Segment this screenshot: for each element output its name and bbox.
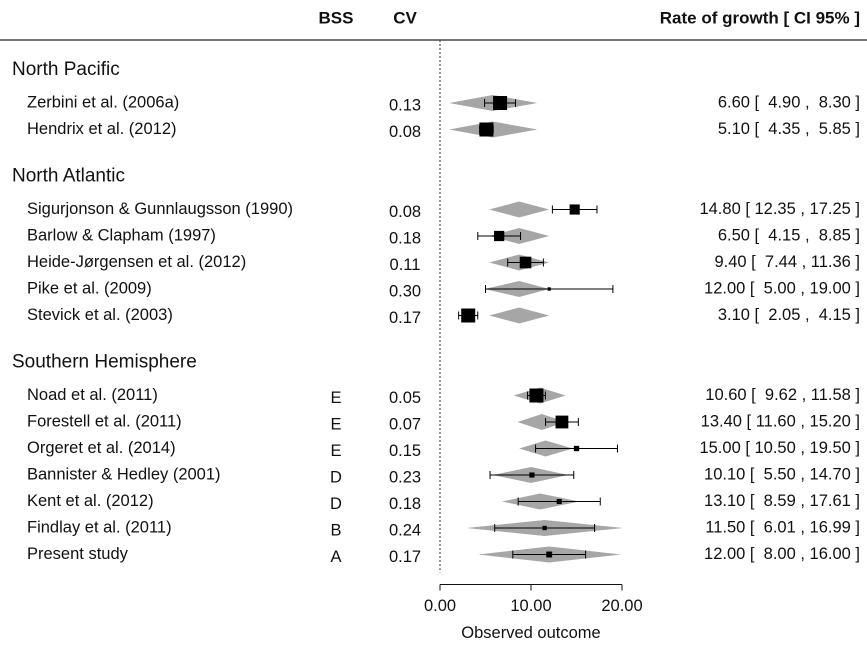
cv: 0.08 [389,123,421,141]
x-tick-label: 20.00 [601,597,642,615]
bss: E [330,389,341,407]
x-axis-label: Observed outcome [461,624,600,642]
cv: 0.07 [389,415,421,433]
cv: 0.08 [389,203,421,221]
diamond [517,414,566,430]
x-tick-label: 0.00 [424,597,456,615]
rate: 3.10 [ 2.05 , 4.15 ] [718,306,860,324]
rate: 10.60 [ 9.62 , 11.58 ] [705,386,860,404]
bss: D [330,495,342,513]
cv: 0.30 [389,282,421,300]
study-name: Sigurjonson & Gunnlaugsson (1990) [27,200,293,218]
rate: 13.10 [ 8.59 , 17.61 ] [704,492,860,510]
estimate-marker [479,122,494,137]
rate: 12.00 [ 8.00 , 16.00 ] [704,545,860,563]
group-label: North Pacific [12,59,120,80]
estimate-marker [573,445,580,452]
bss: A [330,548,341,566]
group-label: Southern Hemisphere [12,352,197,373]
estimate-marker [569,204,580,215]
cv: 0.24 [389,521,421,539]
bss: B [330,521,341,539]
header-bss: BSS [319,8,354,27]
bss: E [330,415,341,433]
rate: 6.60 [ 4.90 , 8.30 ] [718,93,860,111]
study-name: Noad et al. (2011) [27,386,158,404]
rate: 14.80 [ 12.35 , 17.25 ] [699,200,860,218]
rate: 5.10 [ 4.35 , 5.85 ] [718,120,860,138]
estimate-marker [547,287,551,291]
rate: 12.00 [ 5.00 , 19.00 ] [704,279,860,297]
cv: 0.18 [389,229,421,247]
rate: 6.50 [ 4.15 , 8.85 ] [718,226,860,244]
cv: 0.11 [390,256,421,274]
study-name: Orgeret et al. (2014) [27,439,176,457]
study-name: Findlay et al. (2011) [27,518,172,536]
estimate-marker [461,308,476,323]
study-name: Present study [27,545,129,563]
header-rate: Rate of growth [ CI 95% ] [660,8,860,27]
estimate-marker [542,525,547,531]
bss: D [330,468,342,486]
study-name: Stevick et al. (2003) [27,306,173,324]
estimate-marker [493,96,508,110]
study-name: Forestell et al. (2011) [27,412,182,430]
rate: 11.50 [ 6.01 , 16.99 ] [705,518,860,536]
cv: 0.23 [389,468,421,486]
header-cv: CV [393,8,417,27]
study-name: Pike et al. (2009) [27,279,152,297]
estimate-marker [519,256,532,269]
estimate-marker [555,415,569,429]
rate: 9.40 [ 7.44 , 11.36 ] [714,253,860,271]
bss: E [330,442,341,460]
x-tick-label: 10.00 [510,597,551,615]
cv: 0.05 [389,389,421,407]
study-name: Barlow & Clapham (1997) [27,226,216,244]
cv: 0.17 [389,309,421,327]
estimate-marker [529,472,535,478]
estimate-marker [529,388,544,403]
study-name: Zerbini et al. (2006a) [27,93,179,111]
study-name: Kent et al. (2012) [27,492,154,510]
diamond [489,201,550,218]
estimate-marker [494,230,505,242]
cv: 0.17 [389,548,421,566]
diamond [489,307,550,324]
study-name: Hendrix et al. (2012) [27,120,177,138]
estimate-marker [556,498,562,505]
cv: 0.15 [389,442,421,460]
rate: 15.00 [ 10.50 , 19.50 ] [699,439,860,457]
estimate-marker [546,551,553,558]
cv: 0.18 [389,495,421,513]
cv: 0.13 [389,96,421,114]
study-name: Bannister & Hedley (2001) [27,465,221,483]
study-name: Heide-Jørgensen et al. (2012) [27,253,246,271]
group-label: North Atlantic [12,166,125,187]
rate: 10.10 [ 5.50 , 14.70 ] [704,465,860,483]
rate: 13.40 [ 11.60 , 15.20 ] [701,412,860,430]
